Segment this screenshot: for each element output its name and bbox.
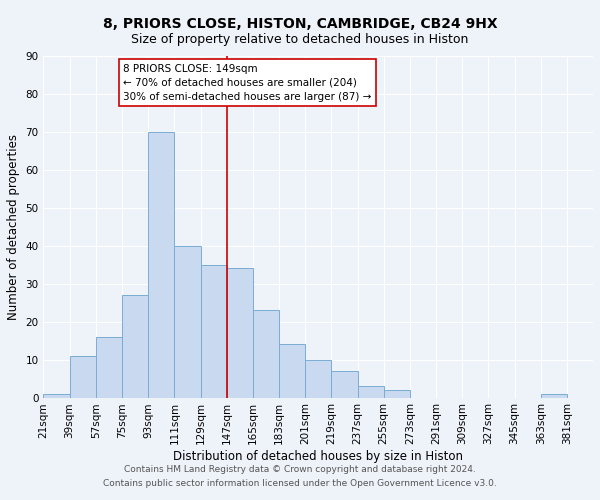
Text: 8, PRIORS CLOSE, HISTON, CAMBRIDGE, CB24 9HX: 8, PRIORS CLOSE, HISTON, CAMBRIDGE, CB24… [103,18,497,32]
Bar [200,264,227,398]
Bar [383,390,410,398]
Text: Size of property relative to detached houses in Histon: Size of property relative to detached ho… [131,32,469,46]
Bar [305,360,331,398]
Bar [96,337,122,398]
Bar [43,394,70,398]
Bar [253,310,279,398]
Text: Contains HM Land Registry data © Crown copyright and database right 2024.
Contai: Contains HM Land Registry data © Crown c… [103,466,497,487]
Bar [279,344,305,398]
Bar [227,268,253,398]
Text: 8 PRIORS CLOSE: 149sqm
← 70% of detached houses are smaller (204)
30% of semi-de: 8 PRIORS CLOSE: 149sqm ← 70% of detached… [124,64,372,102]
Bar [148,132,175,398]
Bar [541,394,567,398]
Bar [331,371,358,398]
Y-axis label: Number of detached properties: Number of detached properties [7,134,20,320]
Bar [358,386,383,398]
Bar [122,295,148,398]
Bar [70,356,96,398]
X-axis label: Distribution of detached houses by size in Histon: Distribution of detached houses by size … [173,450,463,463]
Bar [175,246,200,398]
